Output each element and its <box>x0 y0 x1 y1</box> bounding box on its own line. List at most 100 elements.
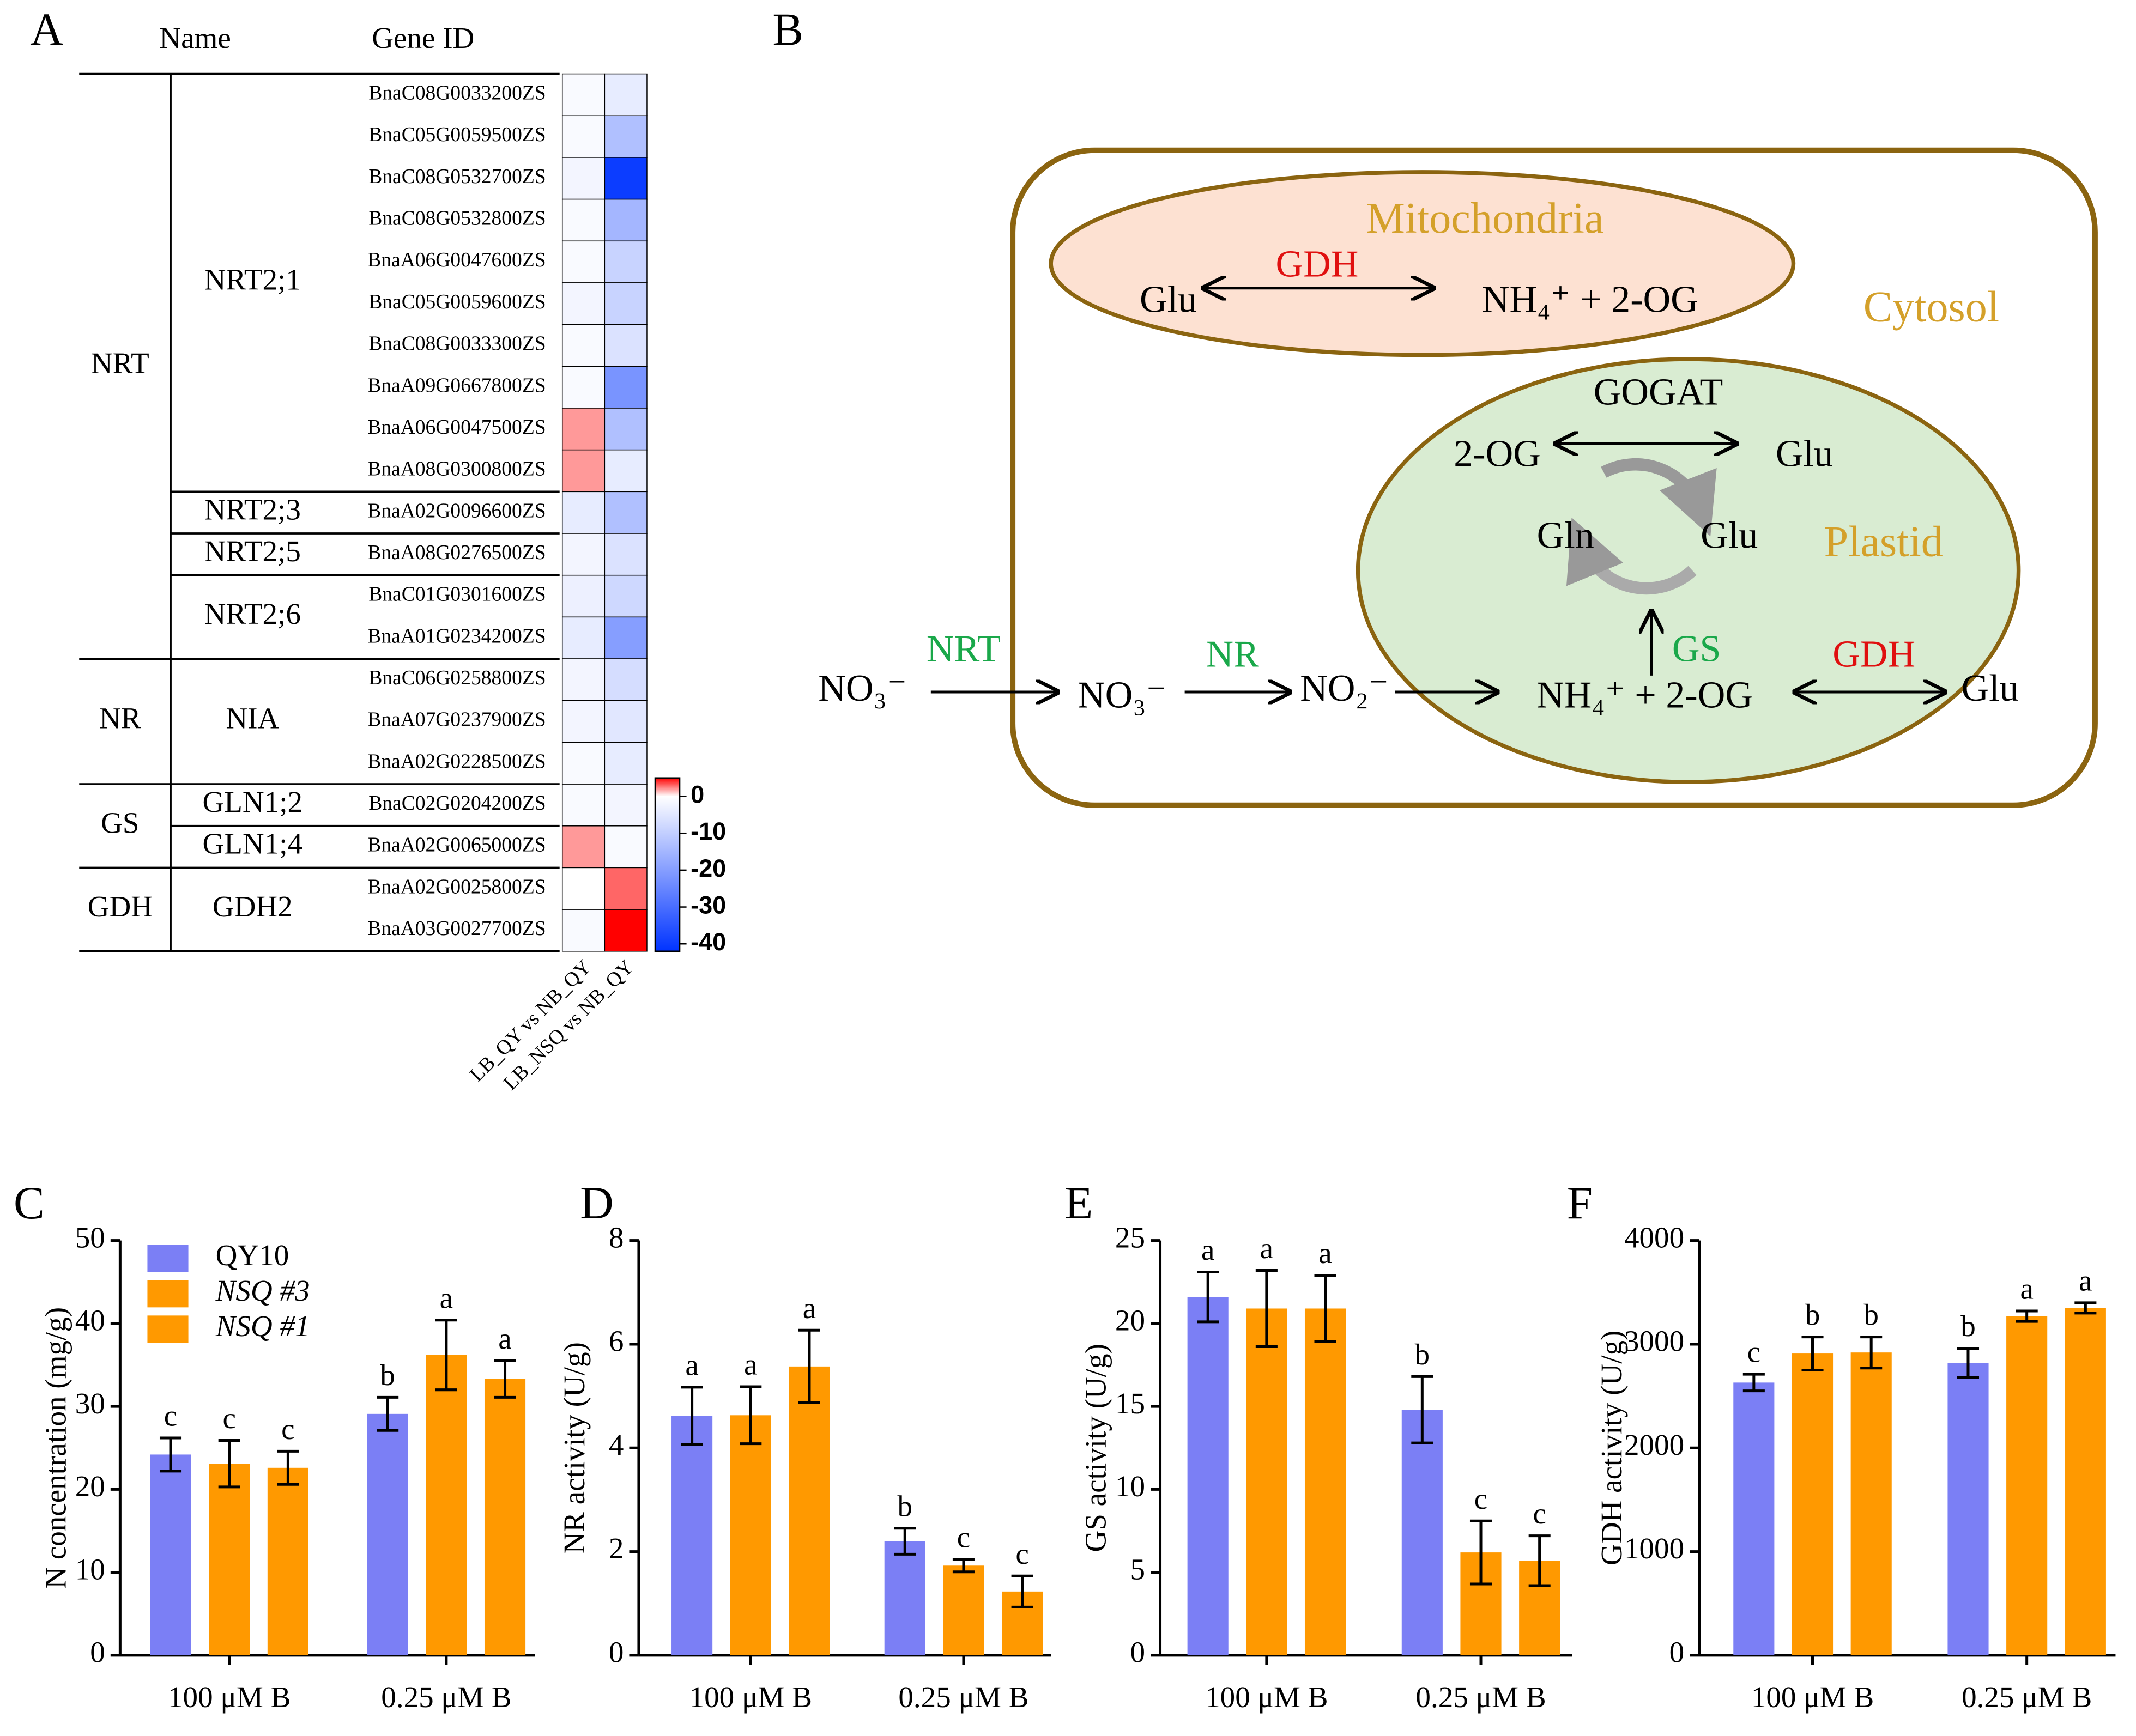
compartment-label: Mitochondria <box>1366 195 1603 242</box>
error-bar <box>740 1385 762 1446</box>
gene-id: BnaA06G0047600ZS <box>367 249 546 271</box>
significance-letter: b <box>1863 1298 1879 1331</box>
y-tick-label: 10 <box>1115 1470 1145 1503</box>
y-tick-label: 4 <box>609 1428 624 1461</box>
y-tick-label: 0 <box>1130 1636 1145 1669</box>
gene-id: BnaC08G0532700ZS <box>368 166 546 188</box>
error-bar <box>798 1328 820 1404</box>
heat-cell <box>604 491 648 534</box>
gene-id: BnaC08G0532800ZS <box>368 208 546 230</box>
heat-cell <box>561 784 606 827</box>
error-bar <box>1957 1347 1980 1379</box>
group-name: NR <box>99 702 141 735</box>
significance-letter: a <box>440 1281 453 1314</box>
metabolite: NH₄⁺ + 2-OG <box>1536 675 1753 717</box>
y-axis-label: NR activity (U/g) <box>558 1342 591 1554</box>
bar <box>1850 1352 1892 1655</box>
panel-letter: C <box>14 1177 45 1229</box>
gene-id: BnaA08G0300800ZS <box>367 458 546 481</box>
gene-name: NRT2;6 <box>204 597 301 630</box>
heat-cell <box>561 616 606 659</box>
heat-cell <box>561 658 606 701</box>
error-bar <box>1469 1519 1492 1586</box>
heat-cell <box>561 324 606 367</box>
colorbar-tick-label: -40 <box>691 928 726 956</box>
heat-cell <box>561 408 606 451</box>
y-tick-label: 40 <box>75 1304 105 1337</box>
heat-cell <box>604 574 648 618</box>
metabolite: Glu <box>1776 433 1833 475</box>
gene-id: BnaC06G0258800ZS <box>368 667 546 689</box>
significance-letter: a <box>744 1348 757 1381</box>
significance-letter: a <box>2079 1264 2092 1297</box>
bar <box>2065 1308 2106 1655</box>
y-tick-label: 5 <box>1130 1552 1145 1586</box>
panel-letter: B <box>772 4 803 55</box>
column-header: Gene ID <box>372 21 474 54</box>
significance-letter: c <box>1747 1336 1760 1369</box>
error-bar <box>159 1436 182 1473</box>
heat-cell <box>561 533 606 576</box>
y-axis-label: GDH activity (U/g) <box>1595 1331 1628 1565</box>
heat-cell <box>604 742 648 785</box>
y-tick-label: 2 <box>609 1532 624 1565</box>
legend-label: NSQ #1 <box>215 1309 310 1343</box>
error-bar <box>218 1439 240 1489</box>
heat-cell <box>604 115 648 158</box>
gene-name: NRT2;3 <box>204 493 301 526</box>
heat-cell <box>561 700 606 743</box>
heat-cell <box>561 115 606 158</box>
heat-cell <box>604 616 648 659</box>
bar <box>367 1413 408 1655</box>
error-bar <box>277 1449 299 1486</box>
y-tick-label: 0 <box>609 1636 624 1669</box>
heat-cell <box>561 366 606 409</box>
heat-cell <box>561 574 606 618</box>
heat-cell <box>604 658 648 701</box>
metabolite: NO₃⁻ <box>818 667 907 709</box>
heat-cell <box>561 449 606 493</box>
y-tick-label: 50 <box>75 1221 105 1254</box>
heat-cell <box>604 825 648 869</box>
panel-letter: A <box>30 4 63 55</box>
significance-letter: c <box>164 1399 177 1432</box>
bar <box>671 1416 713 1655</box>
gene-name: NIA <box>226 702 279 735</box>
heat-cell <box>604 240 648 283</box>
x-tick-label: 0.25 μM B <box>1415 1680 1546 1714</box>
heat-cell <box>561 157 606 200</box>
heat-cell <box>604 700 648 743</box>
bar <box>209 1464 250 1655</box>
gene-id: BnaA06G0047500ZS <box>367 416 546 439</box>
bar <box>943 1565 984 1655</box>
legend-swatch <box>147 1315 189 1343</box>
x-tick-label: 100 μM B <box>1751 1680 1874 1714</box>
error-bar <box>435 1319 457 1392</box>
gene-id: BnaA03G0027700ZS <box>367 918 546 940</box>
x-tick-label: 0.25 μM B <box>898 1680 1028 1714</box>
legend-label: NSQ #3 <box>215 1274 310 1307</box>
significance-letter: b <box>897 1489 912 1522</box>
colorbar-tick-label: 0 <box>691 780 704 808</box>
error-bar <box>1011 1574 1033 1608</box>
heat-cell <box>561 491 606 534</box>
y-tick-label: 1000 <box>1624 1532 1684 1565</box>
y-tick-label: 25 <box>1115 1221 1145 1254</box>
bar <box>1304 1308 1346 1655</box>
error-bar <box>952 1558 975 1574</box>
gene-id: BnaC02G0204200ZS <box>368 792 546 815</box>
heat-cell <box>604 366 648 409</box>
error-bar <box>1860 1336 1883 1370</box>
bar <box>1401 1410 1443 1655</box>
cycle-arrow <box>1566 517 1697 595</box>
heat-cell <box>604 867 648 910</box>
x-tick-label: 100 μM B <box>1205 1680 1328 1714</box>
heat-cell <box>604 449 648 493</box>
enzyme: GDH <box>1832 633 1915 675</box>
significance-letter: a <box>1318 1236 1332 1270</box>
colorbar-tick-label: -10 <box>691 817 726 845</box>
significance-letter: a <box>1260 1231 1273 1265</box>
significance-letter: c <box>1474 1482 1487 1515</box>
enzyme: GDH <box>1276 243 1359 285</box>
y-tick-label: 3000 <box>1624 1325 1684 1358</box>
